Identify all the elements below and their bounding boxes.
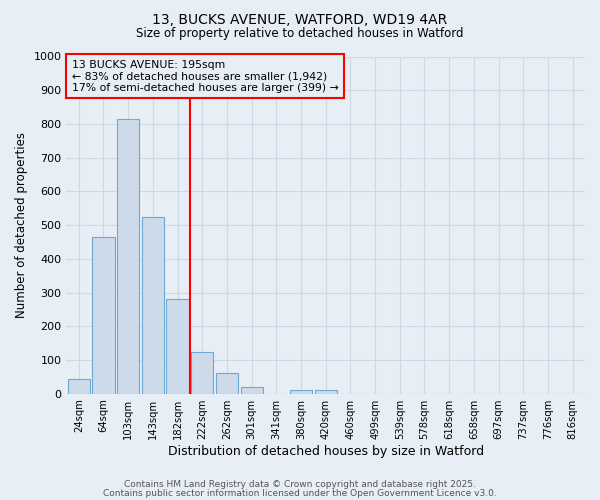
- Bar: [216, 374, 238, 394]
- Bar: [241, 387, 263, 394]
- Bar: [92, 237, 115, 394]
- Y-axis label: Number of detached properties: Number of detached properties: [15, 132, 28, 318]
- Bar: [166, 300, 188, 394]
- Text: 13 BUCKS AVENUE: 195sqm
← 83% of detached houses are smaller (1,942)
17% of semi: 13 BUCKS AVENUE: 195sqm ← 83% of detache…: [71, 60, 338, 93]
- X-axis label: Distribution of detached houses by size in Watford: Distribution of detached houses by size …: [167, 444, 484, 458]
- Text: 13, BUCKS AVENUE, WATFORD, WD19 4AR: 13, BUCKS AVENUE, WATFORD, WD19 4AR: [152, 12, 448, 26]
- Bar: [142, 216, 164, 394]
- Bar: [191, 352, 214, 394]
- Text: Size of property relative to detached houses in Watford: Size of property relative to detached ho…: [136, 28, 464, 40]
- Bar: [117, 119, 139, 394]
- Text: Contains public sector information licensed under the Open Government Licence v3: Contains public sector information licen…: [103, 489, 497, 498]
- Bar: [314, 390, 337, 394]
- Text: Contains HM Land Registry data © Crown copyright and database right 2025.: Contains HM Land Registry data © Crown c…: [124, 480, 476, 489]
- Bar: [68, 378, 90, 394]
- Bar: [290, 390, 312, 394]
